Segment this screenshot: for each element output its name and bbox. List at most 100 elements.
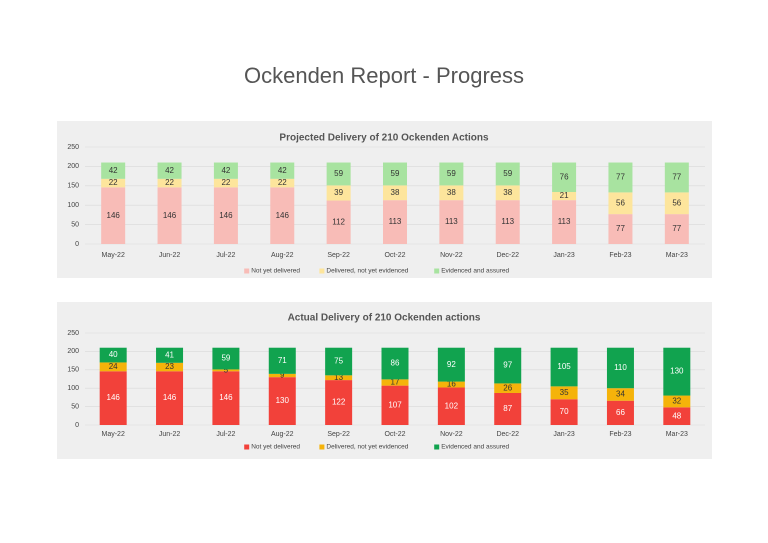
- data-label: 86: [391, 359, 400, 368]
- legend-swatch: [244, 444, 250, 450]
- data-label: 71: [278, 356, 287, 365]
- bar-segment: [326, 162, 351, 186]
- x-tick-label: Feb-23: [609, 252, 631, 259]
- bar-segment: [213, 187, 238, 244]
- data-label: 113: [389, 217, 402, 226]
- bar-segment: [439, 200, 464, 244]
- bar-segment: [439, 185, 464, 201]
- data-label: 77: [672, 224, 681, 233]
- data-label: 107: [388, 400, 402, 409]
- bar-segment: [437, 381, 465, 388]
- bar-segment: [99, 347, 127, 363]
- data-label: 113: [558, 217, 571, 226]
- data-label: 130: [276, 396, 290, 405]
- bar-segment: [213, 162, 238, 179]
- data-label: 41: [165, 350, 174, 359]
- bar-segment: [213, 178, 238, 188]
- legend-swatch: [244, 268, 250, 274]
- bar-segment: [439, 162, 464, 186]
- data-label: 39: [334, 188, 343, 197]
- y-tick-label: 0: [75, 241, 79, 248]
- data-label: 110: [614, 363, 627, 372]
- bar-segment: [552, 162, 577, 193]
- bar-segment: [663, 395, 691, 408]
- bar-segment: [381, 347, 409, 380]
- x-tick-label: Feb-23: [609, 431, 631, 438]
- bar-segment: [157, 162, 182, 179]
- legend-swatch: [434, 268, 440, 274]
- data-label: 42: [278, 166, 287, 175]
- data-label: 146: [107, 211, 121, 220]
- x-tick-label: Sep-22: [327, 252, 350, 259]
- data-label: 59: [503, 169, 512, 178]
- x-tick-label: Dec-22: [496, 431, 519, 438]
- y-tick-label: 100: [67, 385, 79, 392]
- data-label: 22: [221, 178, 230, 187]
- bar-segment: [437, 387, 465, 425]
- x-tick-label: Jan-23: [553, 252, 575, 259]
- x-tick-label: Jan-23: [553, 431, 575, 438]
- legend-label: Evidenced and assured: [441, 268, 509, 275]
- legend-swatch: [434, 444, 440, 450]
- x-tick-label: Jul-22: [216, 431, 235, 438]
- bar-segment: [325, 347, 353, 376]
- bar-segment: [326, 185, 351, 201]
- bar-segment: [99, 362, 127, 372]
- y-tick-label: 100: [67, 202, 79, 209]
- bar-segment: [268, 373, 296, 378]
- slide-title: Ockenden Report - Progress: [244, 63, 524, 88]
- bar-segment: [608, 192, 633, 215]
- data-label: 48: [672, 411, 681, 420]
- data-label: 70: [560, 407, 569, 416]
- bar-segment: [270, 162, 295, 179]
- legend-label: Not yet delivered: [251, 444, 300, 451]
- data-label: 13: [334, 373, 343, 382]
- data-label: 56: [672, 198, 681, 207]
- bar-segment: [608, 162, 633, 193]
- data-label: 113: [501, 217, 514, 226]
- bar-segment: [101, 178, 126, 188]
- x-tick-label: Mar-23: [666, 431, 688, 438]
- data-label: 92: [447, 360, 456, 369]
- data-label: 35: [560, 388, 569, 397]
- bar-segment: [494, 392, 522, 425]
- bar-segment: [101, 187, 126, 244]
- bar-segment: [663, 407, 691, 425]
- data-label: 75: [334, 357, 343, 366]
- y-tick-label: 150: [67, 183, 79, 190]
- data-label: 16: [447, 380, 456, 389]
- data-label: 113: [445, 217, 458, 226]
- x-tick-label: Nov-22: [440, 431, 463, 438]
- bar-segment: [383, 200, 407, 244]
- bar-segment: [550, 399, 578, 425]
- data-label: 59: [334, 169, 343, 178]
- bar-segment: [156, 362, 184, 372]
- x-tick-label: Aug-22: [271, 431, 294, 438]
- data-label: 38: [447, 188, 456, 197]
- data-label: 23: [165, 362, 174, 371]
- data-label: 42: [165, 166, 174, 175]
- data-label: 146: [163, 211, 177, 220]
- data-label: 146: [107, 393, 121, 402]
- y-tick-label: 50: [71, 221, 79, 228]
- data-label: 59: [391, 169, 400, 178]
- data-label: 42: [221, 166, 230, 175]
- x-tick-label: Sep-22: [327, 431, 350, 438]
- x-tick-label: Jun-22: [159, 431, 181, 438]
- x-tick-label: May-22: [102, 252, 125, 259]
- x-tick-label: Mar-23: [666, 252, 688, 259]
- y-tick-label: 50: [71, 403, 79, 410]
- data-label: 5: [224, 365, 229, 374]
- x-tick-label: Jul-22: [216, 252, 235, 259]
- bar-segment: [664, 214, 689, 244]
- bar-segment: [381, 379, 409, 386]
- data-label: 17: [391, 378, 400, 387]
- bar-segment: [101, 162, 126, 179]
- data-label: 87: [503, 404, 512, 413]
- x-tick-label: Nov-22: [440, 252, 463, 259]
- data-label: 76: [560, 172, 569, 181]
- bar-segment: [325, 375, 353, 381]
- bar-segment: [494, 347, 522, 384]
- data-label: 42: [109, 166, 118, 175]
- bar-segment: [664, 162, 689, 193]
